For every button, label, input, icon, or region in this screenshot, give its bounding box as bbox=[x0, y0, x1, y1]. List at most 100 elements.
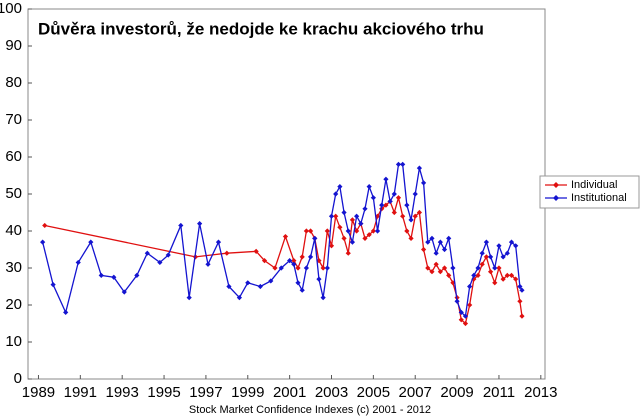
data-point bbox=[508, 239, 515, 245]
data-point bbox=[479, 261, 485, 267]
data-point bbox=[42, 222, 48, 229]
data-point bbox=[425, 265, 431, 271]
data-point bbox=[517, 298, 523, 304]
data-point bbox=[500, 276, 506, 282]
data-point bbox=[483, 239, 489, 245]
x-tick-label: 2001 bbox=[273, 384, 306, 401]
data-point bbox=[186, 295, 192, 301]
data-point bbox=[215, 239, 222, 245]
data-point bbox=[433, 250, 439, 256]
legend-label: Institutional bbox=[571, 192, 627, 204]
data-point bbox=[404, 228, 410, 234]
legend bbox=[539, 175, 640, 209]
data-point bbox=[366, 184, 372, 190]
data-point bbox=[487, 269, 494, 275]
data-point bbox=[458, 309, 464, 315]
x-tick-label: 2013 bbox=[524, 384, 557, 401]
data-point bbox=[383, 176, 389, 182]
data-point bbox=[479, 250, 485, 256]
data-point bbox=[337, 224, 343, 230]
data-point bbox=[312, 235, 318, 241]
data-point bbox=[299, 287, 305, 293]
data-point bbox=[383, 202, 389, 208]
x-tick-label: 1991 bbox=[64, 384, 97, 401]
x-tick-label: 2003 bbox=[315, 384, 348, 401]
data-point bbox=[370, 195, 376, 201]
data-point bbox=[197, 221, 203, 227]
legend-label: Individual bbox=[571, 179, 617, 191]
data-point bbox=[303, 265, 309, 271]
data-point bbox=[362, 235, 368, 241]
data-point bbox=[345, 250, 351, 256]
y-tick-label: 70 bbox=[5, 111, 22, 128]
data-point bbox=[441, 265, 448, 271]
data-point bbox=[508, 272, 515, 278]
data-point bbox=[366, 232, 372, 238]
data-point bbox=[307, 254, 314, 260]
data-point bbox=[303, 228, 309, 234]
data-point bbox=[362, 206, 368, 212]
data-point bbox=[261, 258, 268, 264]
data-point bbox=[475, 272, 481, 278]
y-tick-label: 50 bbox=[5, 185, 22, 202]
data-point bbox=[291, 258, 297, 264]
data-point bbox=[391, 191, 397, 197]
data-point bbox=[433, 261, 439, 267]
y-tick-label: 90 bbox=[5, 37, 22, 54]
data-point bbox=[226, 283, 232, 290]
data-point bbox=[316, 258, 322, 264]
data-point bbox=[467, 283, 473, 290]
data-point bbox=[487, 254, 494, 260]
data-point bbox=[134, 272, 140, 278]
x-tick-label: 1995 bbox=[147, 384, 180, 401]
data-point bbox=[441, 246, 448, 253]
data-point bbox=[437, 239, 443, 245]
data-point bbox=[40, 239, 46, 245]
data-point bbox=[224, 250, 230, 256]
data-point bbox=[519, 287, 525, 293]
y-tick-label: 100 bbox=[0, 0, 22, 17]
data-point bbox=[328, 213, 335, 219]
data-point bbox=[416, 165, 423, 171]
data-point bbox=[287, 258, 293, 264]
y-tick-label: 0 bbox=[14, 370, 22, 387]
y-tick-label: 60 bbox=[5, 148, 22, 165]
data-point bbox=[475, 265, 481, 271]
data-point bbox=[278, 265, 284, 271]
data-point bbox=[420, 246, 427, 253]
data-point bbox=[245, 280, 251, 286]
data-point bbox=[349, 239, 356, 245]
data-point bbox=[349, 217, 356, 223]
data-point bbox=[178, 222, 184, 229]
data-point bbox=[513, 243, 519, 249]
data-point bbox=[63, 309, 69, 315]
y-tick-label: 10 bbox=[5, 333, 22, 350]
data-point bbox=[337, 184, 343, 190]
data-point bbox=[324, 228, 330, 234]
data-point bbox=[387, 198, 393, 204]
data-point bbox=[268, 278, 274, 284]
data-point bbox=[408, 235, 414, 241]
x-tick-label: 1989 bbox=[22, 384, 55, 401]
data-point bbox=[404, 202, 410, 208]
data-point bbox=[333, 191, 339, 197]
data-point bbox=[299, 254, 305, 260]
x-tick-label: 1993 bbox=[106, 384, 139, 401]
data-point bbox=[295, 265, 301, 271]
data-point bbox=[354, 213, 360, 219]
data-point bbox=[358, 221, 364, 227]
x-tick-label: 1999 bbox=[231, 384, 264, 401]
y-tick-label: 40 bbox=[5, 222, 22, 239]
data-point bbox=[320, 295, 326, 301]
x-tick-label: 2005 bbox=[357, 384, 390, 401]
data-point bbox=[400, 213, 406, 219]
data-point bbox=[50, 282, 56, 288]
data-point bbox=[333, 213, 339, 219]
data-point bbox=[328, 243, 335, 249]
data-point bbox=[341, 235, 347, 241]
data-point bbox=[454, 298, 460, 304]
data-point bbox=[75, 259, 81, 266]
data-point bbox=[395, 161, 402, 167]
y-tick-label: 30 bbox=[5, 259, 22, 276]
footer: Stock Market Confidence Indexes (c) 2001… bbox=[189, 404, 431, 416]
